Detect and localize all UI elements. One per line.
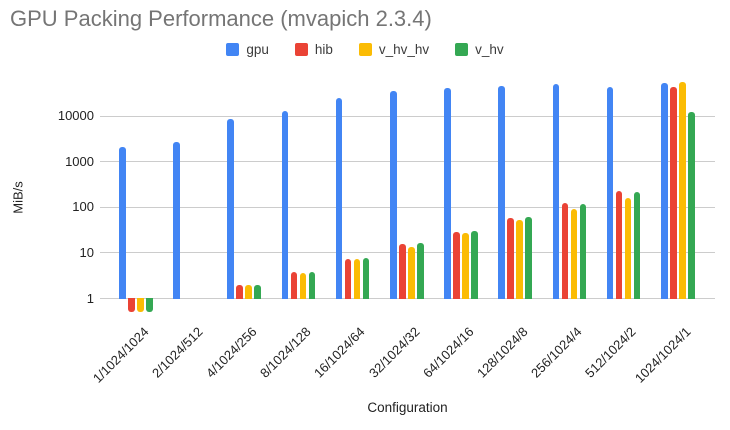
bar-v_hv-32/1024/32[interactable] xyxy=(417,243,424,299)
y-axis-title: MiB/s xyxy=(10,181,26,214)
bar-v_hv-1/1024/1024[interactable] xyxy=(146,298,153,312)
bar-hib-64/1024/16[interactable] xyxy=(453,232,460,299)
legend: gpu hib v_hv_hv v_hv xyxy=(0,42,730,57)
legend-item-hib: hib xyxy=(294,42,333,57)
bar-v_hv_hv-8/1024/128[interactable] xyxy=(299,272,307,299)
bar-v_hv_hv-16/1024/64[interactable] xyxy=(353,258,361,299)
bar-v_hv-8/1024/128[interactable] xyxy=(308,272,316,299)
bar-hib-32/1024/32[interactable] xyxy=(399,244,406,299)
chart-title: GPU Packing Performance (mvapich 2.3.4) xyxy=(10,6,432,31)
bar-hib-16/1024/64[interactable] xyxy=(344,258,352,299)
gridline-10000 xyxy=(100,115,715,117)
bar-gpu-128/1024/8[interactable] xyxy=(498,86,505,299)
y-tick-label-1000: 1000 xyxy=(65,153,94,169)
gridline-100 xyxy=(100,206,715,208)
y-tick-label-10: 10 xyxy=(79,244,94,260)
bar-gpu-4/1024/256[interactable] xyxy=(227,119,234,299)
bar-v_hv-128/1024/8[interactable] xyxy=(525,216,532,299)
bar-gpu-64/1024/16[interactable] xyxy=(444,88,451,299)
legend-swatch-gpu xyxy=(226,43,240,56)
bar-hib-1/1024/1024[interactable] xyxy=(128,298,135,312)
gridline-1000 xyxy=(100,161,715,163)
legend-item-v_hv_hv: v_hv_hv xyxy=(358,42,430,57)
bar-v_hv_hv-1024/1024/1[interactable] xyxy=(679,82,686,299)
bar-v_hv-1024/1024/1[interactable] xyxy=(688,111,695,299)
y-tick-label-100: 100 xyxy=(72,199,94,215)
bar-v_hv-16/1024/64[interactable] xyxy=(362,258,370,299)
bar-gpu-32/1024/32[interactable] xyxy=(390,91,397,299)
bar-v_hv-4/1024/256[interactable] xyxy=(254,285,261,299)
bar-v_hv_hv-4/1024/256[interactable] xyxy=(245,285,252,299)
bar-gpu-8/1024/128[interactable] xyxy=(281,111,289,299)
legend-item-v_hv: v_hv xyxy=(455,42,504,57)
bar-hib-256/1024/4[interactable] xyxy=(561,203,569,299)
legend-swatch-v_hv_hv xyxy=(358,43,372,56)
y-tick-label-10000: 10000 xyxy=(57,108,94,124)
bar-hib-4/1024/256[interactable] xyxy=(236,285,243,299)
bar-hib-512/1024/2[interactable] xyxy=(615,190,623,299)
gridline-1 xyxy=(100,298,715,299)
legend-label: gpu xyxy=(246,42,269,57)
bar-v_hv_hv-1/1024/1024[interactable] xyxy=(137,298,144,312)
bar-gpu-256/1024/4[interactable] xyxy=(552,84,560,299)
bar-hib-128/1024/8[interactable] xyxy=(507,217,514,299)
bar-v_hv-256/1024/4[interactable] xyxy=(579,204,587,299)
legend-label: v_hv xyxy=(475,42,504,57)
bar-gpu-2/1024/512[interactable] xyxy=(173,142,180,299)
bar-v_hv_hv-128/1024/8[interactable] xyxy=(516,220,523,299)
legend-swatch-v_hv xyxy=(455,43,469,56)
x-axis-title: Configuration xyxy=(367,400,448,415)
bar-v_hv-64/1024/16[interactable] xyxy=(471,230,478,299)
bar-v_hv_hv-32/1024/32[interactable] xyxy=(408,247,415,299)
bar-v_hv_hv-512/1024/2[interactable] xyxy=(624,198,632,299)
legend-swatch-hib xyxy=(294,43,308,56)
y-tick-label-1: 1 xyxy=(86,290,94,306)
bar-v_hv_hv-64/1024/16[interactable] xyxy=(462,233,469,299)
bar-gpu-512/1024/2[interactable] xyxy=(606,87,614,299)
bar-v_hv_hv-256/1024/4[interactable] xyxy=(570,208,578,299)
bar-gpu-1024/1024/1[interactable] xyxy=(661,82,668,299)
bar-gpu-1/1024/1024[interactable] xyxy=(119,147,126,299)
legend-item-gpu: gpu xyxy=(226,42,269,57)
bar-hib-8/1024/128[interactable] xyxy=(290,272,298,299)
bar-v_hv-512/1024/2[interactable] xyxy=(633,192,641,299)
legend-label: v_hv_hv xyxy=(378,42,430,57)
bar-gpu-16/1024/64[interactable] xyxy=(335,98,343,299)
bar-hib-1024/1024/1[interactable] xyxy=(670,87,677,299)
gridline-10 xyxy=(100,252,715,254)
legend-label: hib xyxy=(314,42,333,57)
